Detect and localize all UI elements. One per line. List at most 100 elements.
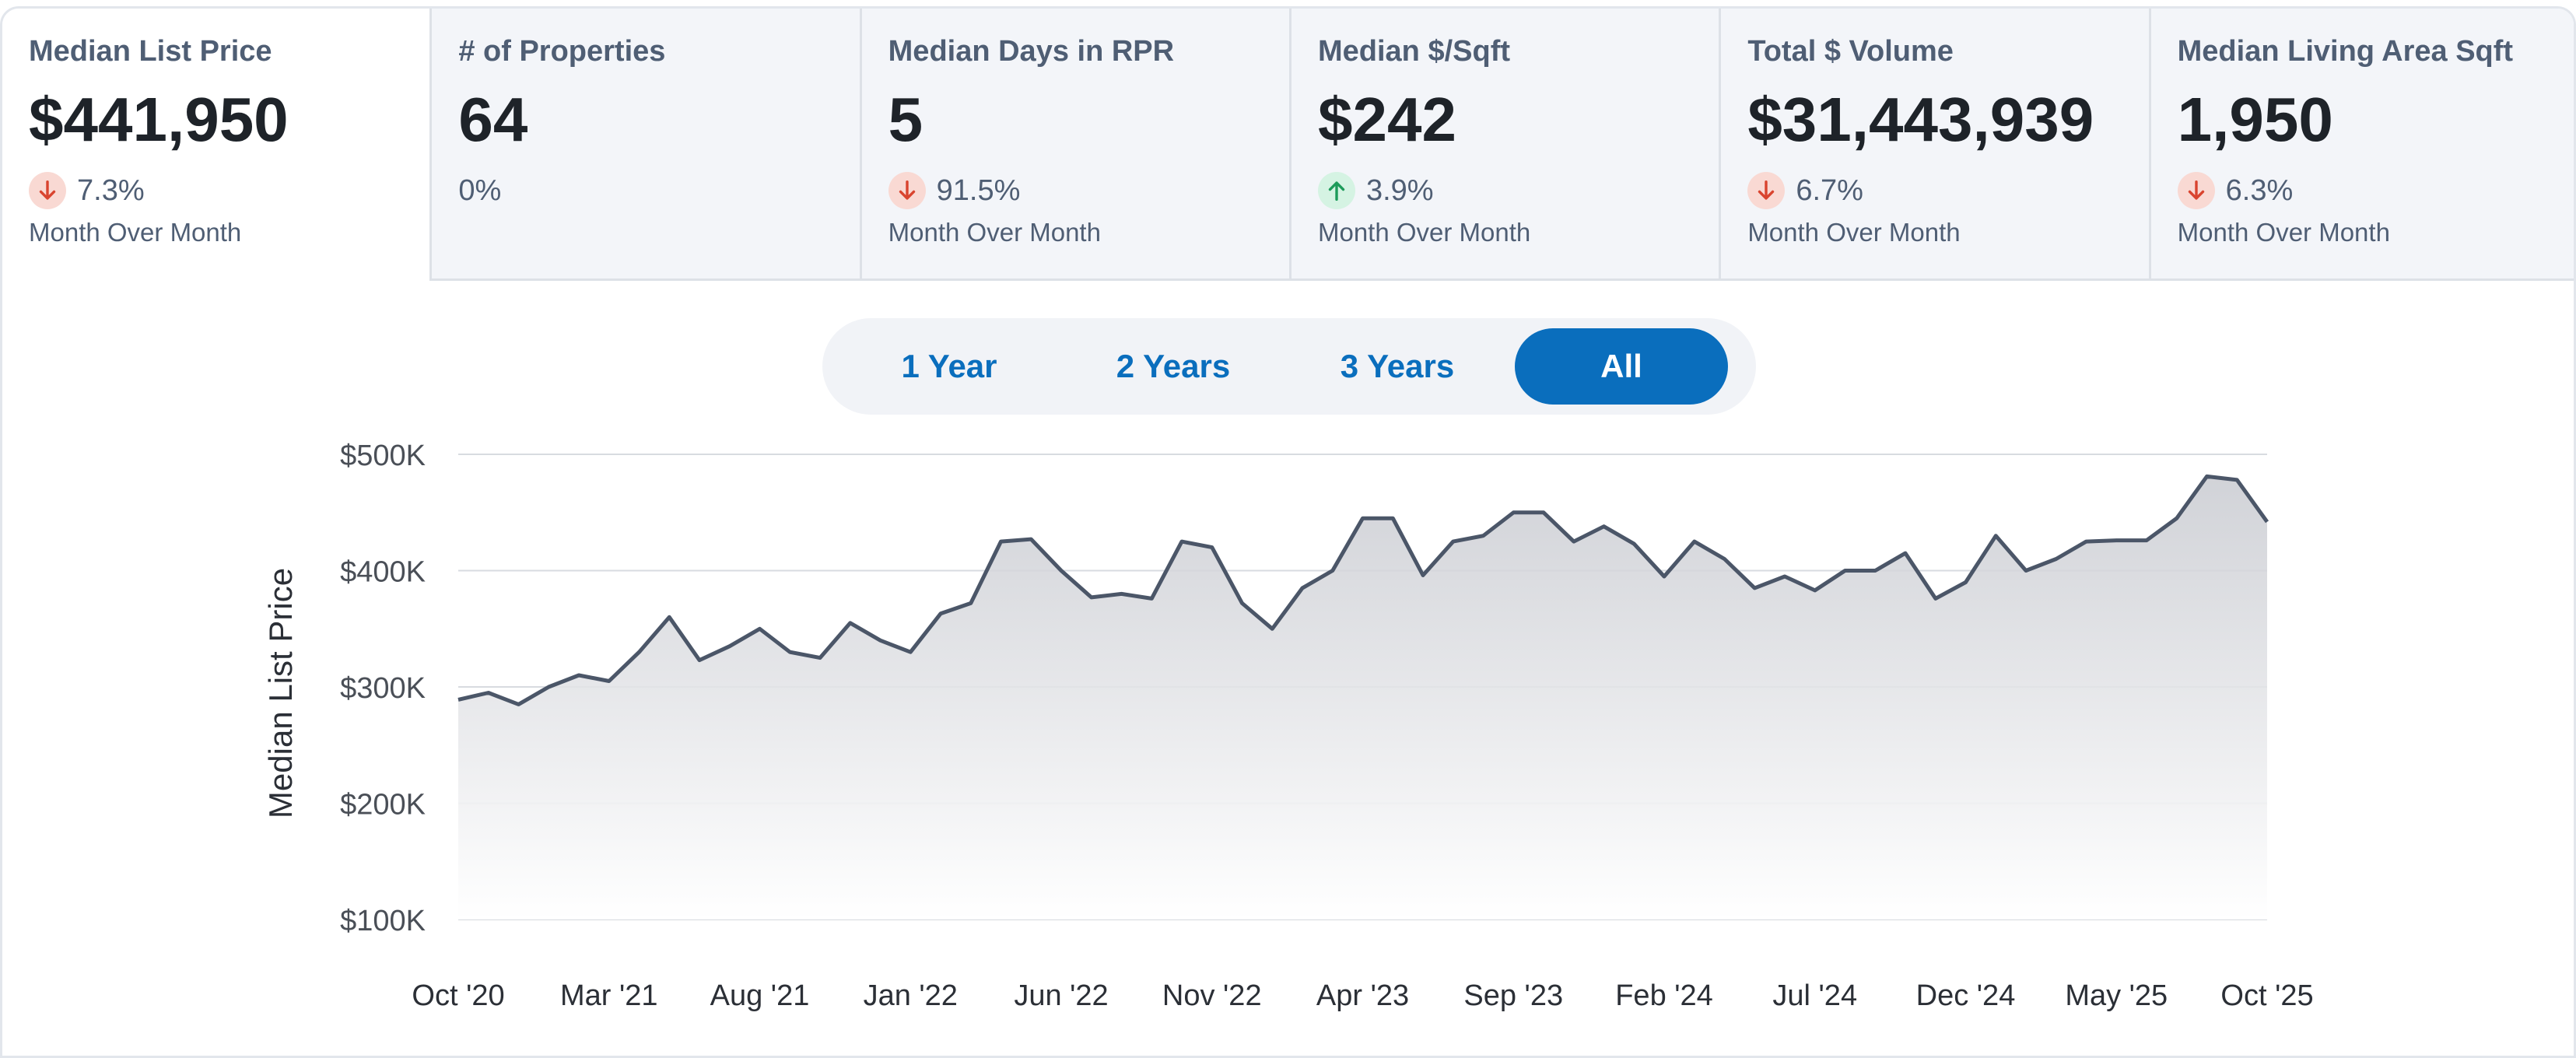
data-point[interactable] [454, 695, 463, 704]
tab-total-volume[interactable]: Total $ Volume $31,443,939 6.7% Month Ove… [1719, 9, 2149, 281]
data-point[interactable] [725, 642, 734, 651]
change-caption: Month Over Month [888, 218, 1101, 247]
change-percent: 91.5% [936, 173, 1021, 207]
y-axis-label: Median List Price [262, 568, 299, 818]
data-point[interactable] [1901, 548, 1910, 558]
change-caption: Month Over Month [2177, 218, 2390, 247]
data-point[interactable] [1961, 577, 1971, 587]
data-point[interactable] [664, 612, 674, 622]
x-tick-label: Sep '23 [1463, 979, 1563, 1012]
data-point[interactable] [1388, 513, 1397, 523]
data-point[interactable] [1267, 624, 1277, 633]
data-point[interactable] [966, 598, 976, 608]
data-point[interactable] [2142, 536, 2151, 545]
data-point[interactable] [755, 624, 765, 633]
change-percent: 3.9% [1365, 173, 1434, 207]
data-point[interactable] [876, 636, 885, 645]
tab-of-properties[interactable]: # of Properties 64 0% [429, 9, 860, 281]
time-range-selector: 1 Year 2 Years 3 Years All [822, 318, 1756, 415]
data-point[interactable] [1991, 531, 2000, 541]
change-indicator: 6.7% [1747, 171, 2122, 210]
tab-value: 64 [458, 85, 528, 154]
price-area [458, 476, 2267, 920]
data-point[interactable] [1207, 543, 1217, 552]
y-tick-label: $500K [340, 440, 426, 472]
data-point[interactable] [2052, 555, 2061, 564]
arrow-down-icon [1747, 172, 1786, 209]
x-tick-label: Dec '24 [1916, 979, 2016, 1012]
x-tick-label: Nov '22 [1162, 979, 1262, 1012]
data-point[interactable] [695, 656, 704, 665]
data-point[interactable] [1870, 566, 1880, 576]
data-point[interactable] [2262, 517, 2272, 527]
data-point[interactable] [2203, 471, 2212, 481]
data-point[interactable] [1660, 572, 1669, 581]
tab-median-sqft[interactable]: Median $/Sqft $242 3.9% Month Over Month [1288, 9, 1719, 281]
data-point[interactable] [484, 688, 493, 697]
data-point[interactable] [1026, 534, 1036, 544]
range-1-year-button[interactable]: 1 Year [843, 328, 1056, 405]
data-point[interactable] [1087, 593, 1096, 602]
data-point[interactable] [2082, 537, 2091, 546]
data-point[interactable] [1931, 594, 1940, 603]
data-point[interactable] [1358, 513, 1368, 523]
data-point[interactable] [1780, 572, 1789, 581]
data-point[interactable] [2232, 475, 2241, 485]
tab-title: Median Living Area Sqft [2177, 35, 2514, 68]
data-point[interactable] [2021, 566, 2031, 576]
data-point[interactable] [2172, 513, 2182, 523]
x-tick-label: Oct '20 [412, 979, 504, 1012]
range-3-years-button[interactable]: 3 Years [1291, 328, 1504, 405]
tab-value: 5 [888, 85, 924, 154]
data-point[interactable] [906, 647, 915, 657]
data-point[interactable] [1449, 537, 1458, 546]
data-point[interactable] [1238, 598, 1247, 608]
data-point[interactable] [605, 677, 614, 686]
data-point[interactable] [846, 618, 855, 628]
metrics-panel: Median List Price $441,950 7.3% Month Ove… [0, 6, 2576, 1058]
x-tick-label: May '25 [2065, 979, 2168, 1012]
data-point[interactable] [635, 647, 644, 657]
data-point[interactable] [785, 647, 794, 657]
data-point[interactable] [1600, 522, 1609, 531]
change-indicator: 7.3% [29, 171, 403, 210]
data-point[interactable] [1569, 537, 1579, 546]
x-tick-label: Apr '23 [1316, 979, 1409, 1012]
data-point[interactable] [1629, 539, 1638, 548]
range-2-years-button[interactable]: 2 Years [1067, 328, 1280, 405]
data-point[interactable] [1147, 594, 1156, 603]
x-tick-label: Oct '25 [2220, 979, 2313, 1012]
data-point[interactable] [1810, 586, 1820, 595]
data-point[interactable] [936, 609, 945, 618]
x-tick-label: Mar '21 [560, 979, 658, 1012]
data-point[interactable] [1298, 583, 1307, 593]
data-point[interactable] [997, 537, 1006, 546]
data-point[interactable] [1841, 566, 1850, 576]
change-indicator: 3.9% [1317, 171, 1692, 210]
tab-median-living-area-sqft[interactable]: Median Living Area Sqft 1,950 6.3% Month … [2148, 9, 2574, 281]
tab-value: $441,950 [29, 85, 289, 154]
data-point[interactable] [1479, 531, 1488, 541]
data-point[interactable] [1328, 566, 1337, 576]
tab-median-list-price[interactable]: Median List Price $441,950 7.3% Month Ove… [2, 9, 430, 281]
data-point[interactable] [1117, 589, 1127, 598]
data-point[interactable] [2112, 536, 2121, 545]
x-tick-label: Jan '22 [864, 979, 958, 1012]
tab-title: Total $ Volume [1747, 35, 1954, 68]
data-point[interactable] [1750, 583, 1759, 593]
data-point[interactable] [1690, 537, 1699, 546]
tab-median-days-in-rpr[interactable]: Median Days in RPR 5 91.5% Month Over Mon… [859, 9, 1289, 281]
data-point[interactable] [1539, 508, 1548, 517]
data-point[interactable] [574, 671, 584, 680]
range-all-button[interactable]: All [1515, 328, 1728, 405]
change-percent: 6.7% [1796, 173, 1863, 207]
data-point[interactable] [1720, 555, 1730, 564]
data-point[interactable] [1418, 570, 1428, 580]
data-point[interactable] [815, 653, 825, 663]
data-point[interactable] [1509, 508, 1518, 517]
data-point[interactable] [514, 699, 524, 709]
data-point[interactable] [1177, 537, 1186, 546]
data-point[interactable] [544, 682, 553, 692]
data-point[interactable] [1057, 566, 1066, 576]
tab-title: Median List Price [29, 35, 272, 68]
